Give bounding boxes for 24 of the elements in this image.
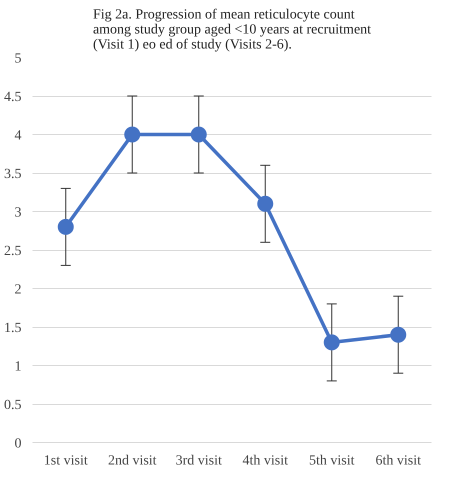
x-tick-label: 4th visit	[242, 454, 288, 468]
point	[324, 334, 340, 350]
point	[58, 218, 74, 235]
point	[190, 126, 207, 142]
y-tick-label: 0.5	[4, 398, 22, 413]
x-tick-label: 2nd visit	[108, 454, 157, 468]
y-tick-label: 4.5	[4, 90, 22, 105]
x-tick-label: 3rd visit	[176, 454, 222, 468]
y-tick-label: 4	[14, 128, 22, 144]
chart-title: Fig 2a. Progression of mean reticulocyte count among study group aged <10 years at recruitment (Visit 1) eo ed of study (Visits 2-6).	[92, 8, 372, 52]
x-tick-label: 6th visit	[375, 454, 422, 468]
y-tick-label: 1.5	[4, 321, 22, 336]
y-tick-label: 3	[14, 206, 22, 220]
x-tick-label: 5th visit	[308, 454, 355, 468]
y-tick-label: 3.5	[4, 167, 22, 182]
y-tick-label: 2.5	[4, 244, 22, 259]
y-tick-label: 5	[14, 52, 22, 66]
point	[390, 326, 406, 343]
y-tick-label: 1	[14, 360, 22, 374]
point	[124, 126, 140, 142]
x-tick-label: 1st visit	[44, 454, 88, 468]
y-tick-label: 2	[14, 282, 22, 298]
y-tick-label: 0	[14, 436, 22, 452]
point	[257, 196, 274, 212]
